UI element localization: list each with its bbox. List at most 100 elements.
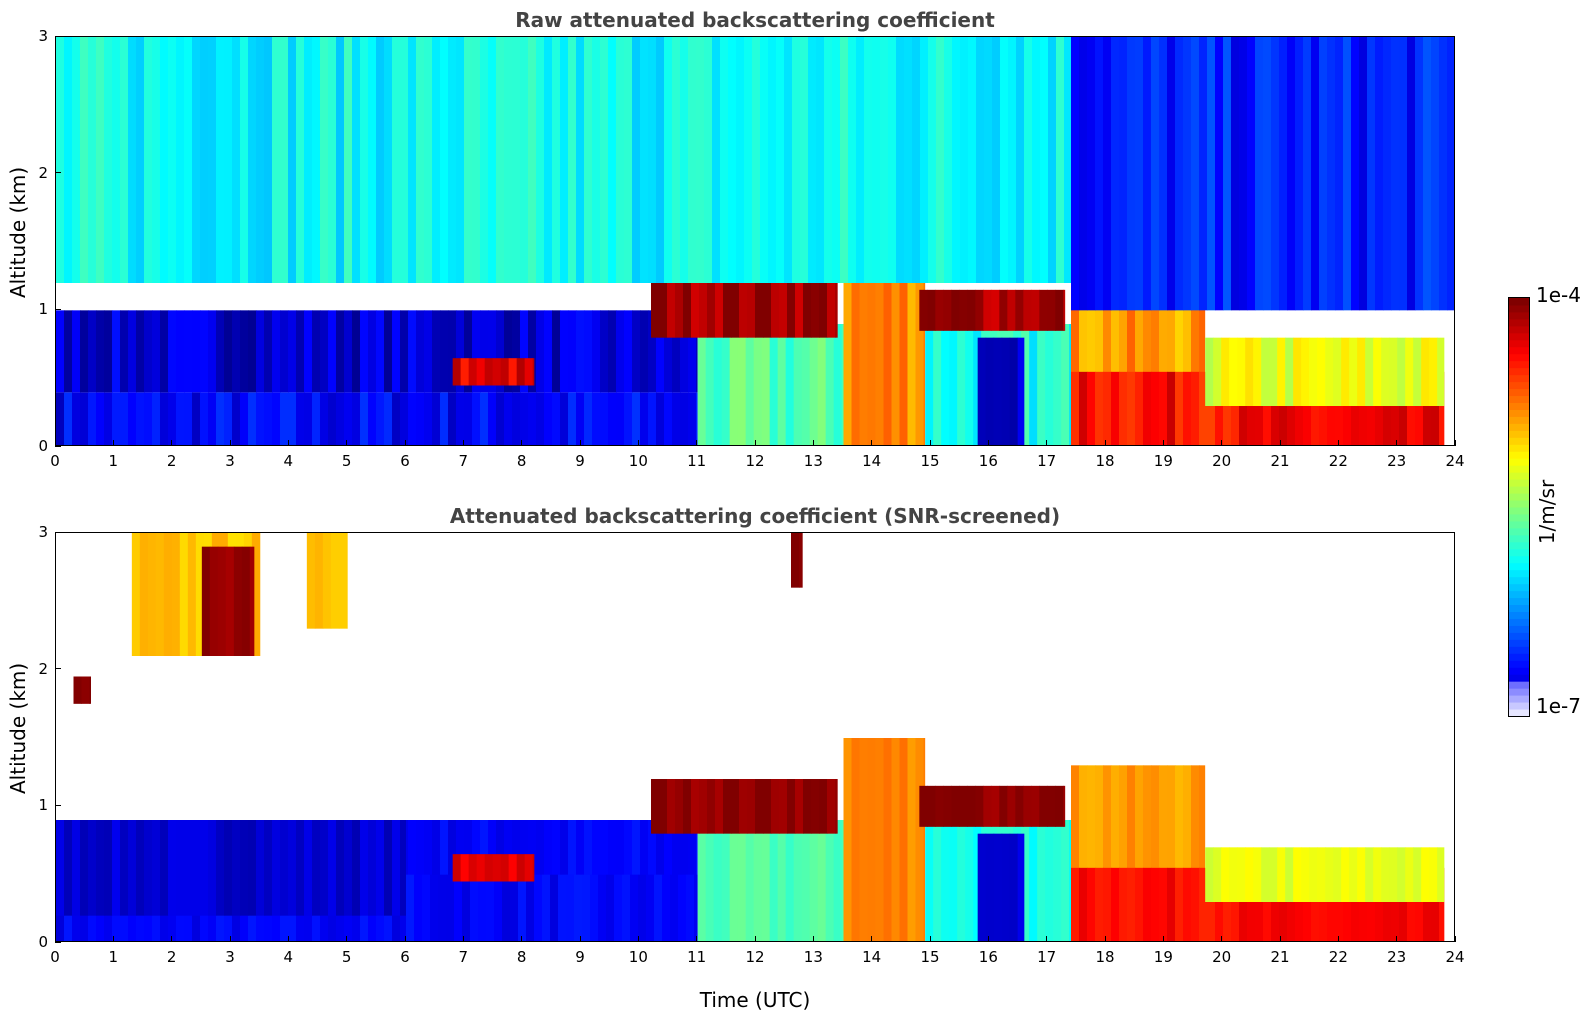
heatmap-cell [304,310,313,393]
heatmap-cell [1061,820,1070,941]
heatmap-cell [248,392,257,445]
heatmap-cell [251,533,261,656]
heatmap-cell [656,392,665,445]
heatmap-cell [136,37,145,283]
heatmap-cell [480,37,489,283]
heatmap-cell [707,779,716,834]
y-tick-label: 0 [38,437,48,455]
heatmap-cell [1015,785,1024,827]
heatmap-cell [240,820,249,916]
x-tick-mark [171,440,173,446]
heatmap-cell [1431,867,1440,941]
heatmap-cell [532,854,535,882]
heatmap-cell [360,310,369,393]
heatmap-cell [112,310,121,393]
heatmap-cell [456,310,465,393]
heatmap-cell [1039,785,1048,827]
heatmap-cell [880,37,889,283]
heatmap-cell [1295,371,1304,445]
heatmap-cell [368,820,377,916]
heatmap-cell [1095,371,1104,445]
heatmap-cell [925,324,934,445]
heatmap-cell [336,392,345,445]
heatmap-cell [568,310,577,393]
heatmap-cell [1029,324,1038,445]
heatmap-cell [56,37,65,283]
heatmap-cell [927,289,936,331]
heatmap-cell [1439,867,1445,941]
heatmap-cell [959,785,968,827]
colorbar-step [1509,541,1529,550]
heatmap-cell [792,37,801,283]
heatmap-cell [697,324,707,445]
heatmap-cell [819,779,828,834]
heatmap-cell [440,392,449,445]
heatmap-cell [809,324,819,445]
heatmap-cell [1135,371,1144,445]
heatmap-cell [1253,847,1262,902]
x-tick-label: 1 [108,948,119,966]
heatmap-cell [1429,847,1438,902]
colorbar-step [1509,709,1529,717]
heatmap-cell [1317,337,1326,406]
heatmap-cell [833,820,843,941]
colorbar-step [1509,639,1529,647]
heatmap-cell [508,358,518,386]
heatmap-cell [576,37,585,283]
heatmap-cell [1135,37,1144,311]
heatmap-cell [128,820,137,916]
heatmap-cell [1223,371,1232,445]
heatmap-cell [56,392,65,445]
heatmap-cell [1071,765,1080,941]
heatmap-cell [64,37,73,283]
y-tick-mark [55,308,61,310]
heatmap-cell [314,533,324,629]
heatmap-cell [168,392,177,445]
heatmap-cell [608,37,617,283]
x-tick-mark [1337,936,1339,942]
heatmap-cell [195,533,205,656]
heatmap-cell [1143,283,1152,445]
heatmap-cell [592,37,601,283]
heatmap-cell [512,310,521,393]
heatmap-cell [1055,289,1064,331]
heatmap-cell [544,37,553,283]
colorbar-min-label: 1e-7 [1536,694,1581,718]
heatmap-cell [544,310,553,393]
x-tick-label: 12 [745,948,765,966]
x-tick-mark [579,936,581,942]
heatmap-cell [96,820,105,916]
heatmap-cell [817,324,827,445]
heatmap-cell [991,785,1000,827]
heatmap-cell [1375,867,1384,941]
heatmap-cell [825,820,835,941]
heatmap-cell [1047,785,1056,827]
heatmap-cell [376,820,385,916]
heatmap-cell [777,820,787,941]
heatmap-cell [1349,847,1358,902]
heatmap-cell [288,37,297,283]
heatmap-cell [1175,283,1184,445]
heatmap-cell [616,310,625,393]
colorbar-step [1509,325,1529,334]
heatmap-cell [1343,37,1352,311]
heatmap-cell [1055,785,1064,827]
heatmap-cell [500,854,510,882]
heatmap-cell [925,820,934,941]
heatmap-cell [1245,337,1254,406]
heatmap-cell [360,37,369,283]
x-tick-mark [112,440,114,446]
heatmap-cell [747,283,756,338]
heatmap-cell [1175,371,1184,445]
heatmap-cell [1399,371,1408,445]
heatmap-cell [264,37,273,283]
heatmap-cell [1111,283,1120,445]
heatmap-cell [139,533,149,656]
heatmap-cell [715,283,724,338]
x-tick-label: 4 [283,948,294,966]
heatmap-cell [1047,289,1056,331]
heatmap-cell [504,37,513,283]
colorbar-step [1509,381,1529,390]
heatmap-cell [1399,37,1408,311]
heatmap-cell [1357,847,1366,902]
